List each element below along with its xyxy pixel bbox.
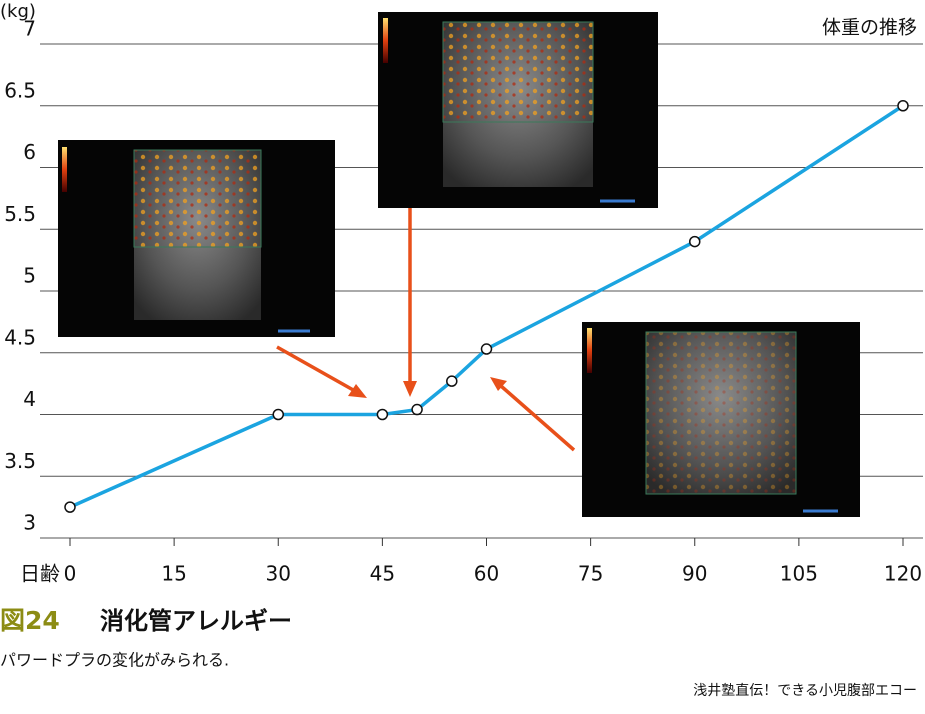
x-tick-label: 75 <box>578 562 603 586</box>
y-unit: (kg) <box>0 1 36 22</box>
x-tick-label: 30 <box>266 562 291 586</box>
source: 浅井塾直伝！できる小児腹部エコー <box>693 682 917 699</box>
data-point <box>64 501 76 513</box>
data-point <box>480 343 493 355</box>
x-label: 日齢 <box>20 562 60 586</box>
x-tick-label: 105 <box>780 562 818 586</box>
data-point <box>446 375 458 387</box>
y-tick-label: 4 <box>23 387 36 411</box>
x-tick-label: 60 <box>474 562 499 586</box>
caption-text: パワードプラの変化がみられる. <box>0 651 229 670</box>
y-tick-label: 6.5 <box>4 78 36 102</box>
figure-title: 消化管アレルギー <box>100 607 292 635</box>
chart-title: 体重の推移 <box>822 17 917 39</box>
ultrasound-image <box>582 322 860 517</box>
data-line <box>69 104 904 509</box>
ultrasound-image <box>378 12 658 208</box>
x-tick-label: 0 <box>64 562 77 586</box>
x-tick-label: 45 <box>370 562 395 586</box>
ultrasound-image <box>58 140 335 337</box>
data-point <box>897 100 909 112</box>
x-tick-label: 15 <box>161 562 186 586</box>
data-point <box>689 235 701 248</box>
data-point <box>411 403 423 416</box>
y-tick-label: 4.5 <box>4 325 36 349</box>
y-tick-label: 7 <box>23 17 36 41</box>
y-tick-label: 5 <box>23 264 36 288</box>
y-tick-label: 5.5 <box>4 202 36 226</box>
x-tick-label: 120 <box>884 562 922 586</box>
x-tick-label: 90 <box>682 562 707 586</box>
y-tick-label: 3.5 <box>4 449 36 473</box>
y-tick-label: 6 <box>23 140 36 164</box>
data-point <box>272 408 284 421</box>
figure-number: 図24 <box>0 606 60 635</box>
arrows <box>276 208 576 452</box>
data-point <box>376 408 389 421</box>
y-tick-label: 3 <box>23 511 36 535</box>
